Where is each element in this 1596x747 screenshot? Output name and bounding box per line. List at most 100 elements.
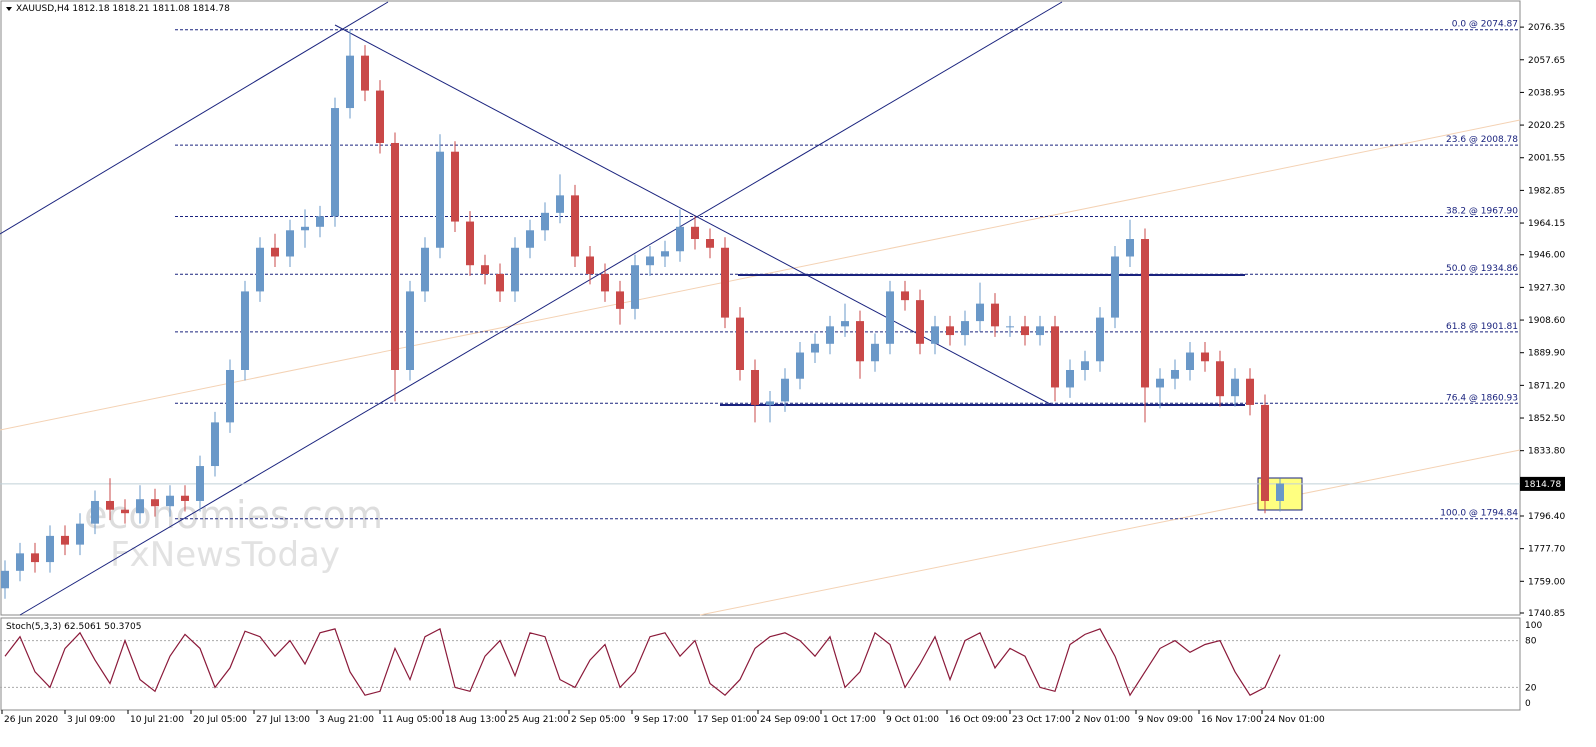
candle-body [1231,378,1239,397]
candle-body [571,195,579,257]
candle-body [16,553,24,571]
candle-body [991,303,999,327]
x-tick-label: 20 Jul 05:00 [193,715,247,725]
candle-body [1186,352,1194,370]
x-tick-label: 23 Oct 17:00 [1012,715,1071,725]
y-tick-label: 1777.70 [1528,545,1565,555]
candle-body [331,108,339,217]
y-tick-label: 2076.35 [1528,23,1565,33]
candle-body [736,317,744,370]
x-tick-label: 3 Jul 09:00 [67,715,116,725]
x-tick-label: 9 Nov 09:00 [1138,715,1193,725]
x-tick-label: 17 Sep 01:00 [697,715,757,725]
stoch-tick-label: 80 [1525,637,1537,647]
candle-body [241,291,249,370]
candle-body [631,265,639,309]
fib-label: 50.0 @ 1934.86 [1446,264,1518,274]
candle-body [1246,378,1254,405]
x-tick-label: 26 Jun 2020 [4,715,58,725]
candle-body [856,321,864,362]
candle-body [226,369,234,423]
candle-body [406,291,414,370]
trend-line [699,449,1521,616]
candle-body [976,303,984,322]
x-tick-label: 25 Aug 21:00 [508,715,569,725]
candle-body [1066,369,1074,388]
candle-body [706,239,714,248]
candle-body [466,221,474,266]
x-tick-label: 11 Aug 05:00 [382,715,443,725]
candle-body [121,509,129,514]
candle-body [1261,404,1269,501]
candle-body [901,291,909,301]
candle-body [211,422,219,467]
y-tick-label: 2001.55 [1528,154,1565,164]
stoch-frame [0,617,1521,711]
candle-body [1141,239,1149,388]
candle-body [91,500,99,524]
candle-body [1036,326,1044,336]
candle-body [811,343,819,353]
candle-body [316,216,324,227]
x-tick-label: 9 Oct 01:00 [886,715,939,725]
candle-body [136,499,144,514]
candle-body [781,378,789,402]
x-tick-label: 1 Oct 17:00 [823,715,876,725]
candle-body [361,55,369,91]
candle-body [451,151,459,222]
candle-body [1126,239,1134,257]
menu-arrow [6,7,12,11]
x-tick-label: 16 Nov 17:00 [1201,715,1262,725]
candle-body [481,265,489,274]
x-tick-label: 10 Jul 21:00 [130,715,184,725]
candle-body [586,256,594,274]
candle-body [676,226,684,252]
candle-body [1096,317,1104,362]
fib-label: 23.6 @ 2008.78 [1446,135,1518,145]
candle-body [76,523,84,545]
stoch-tick-label: 100 [1525,621,1542,631]
price-frame [0,0,1521,616]
candle-body [646,256,654,266]
x-tick-label: 2 Nov 01:00 [1075,715,1130,725]
candle-body [376,90,384,143]
candle-body [931,326,939,344]
watermark: FxNewsToday [110,535,340,575]
y-tick-label: 1946.00 [1528,251,1565,261]
x-tick-label: 3 Aug 21:00 [319,715,374,725]
stoch-line [4,628,1281,697]
x-tick-label: 9 Sep 17:00 [634,715,689,725]
candle-body [541,212,549,231]
x-tick-label: 27 Jul 13:00 [256,715,310,725]
candle-body [46,535,54,563]
y-tick-label: 1759.00 [1528,577,1565,587]
fib-label: 100.0 @ 1794.84 [1440,509,1518,519]
candle-body [601,273,609,292]
candle-body [196,466,204,501]
y-tick-label: 1833.80 [1528,447,1565,457]
candle-body [286,230,294,257]
candle-body [181,495,189,501]
candle-body [496,273,504,292]
watermark: economies.com [84,493,383,537]
candle-body [946,326,954,336]
candle-body [31,553,39,563]
candle-body [1156,378,1164,388]
candle-body [691,226,699,240]
candle-body [1,570,9,589]
candle-body [751,369,759,405]
y-tick-label: 2038.95 [1528,88,1565,98]
candle-body [1021,326,1029,336]
candle-body [1051,326,1059,388]
fib-label: 61.8 @ 1901.81 [1446,322,1518,332]
candle-body [766,401,774,405]
candle-body [436,151,444,248]
y-tick-label: 2020.25 [1528,121,1565,131]
channel-line [0,1,389,235]
chart-title: XAUUSD,H4 1812.18 1818.21 1811.08 1814.7… [16,4,230,14]
x-tick-label: 16 Oct 09:00 [949,715,1008,725]
candle-body [1276,483,1284,501]
candle-body [166,495,174,507]
last-price-label: 1814.78 [1524,480,1561,490]
y-tick-label: 1982.85 [1528,186,1565,196]
